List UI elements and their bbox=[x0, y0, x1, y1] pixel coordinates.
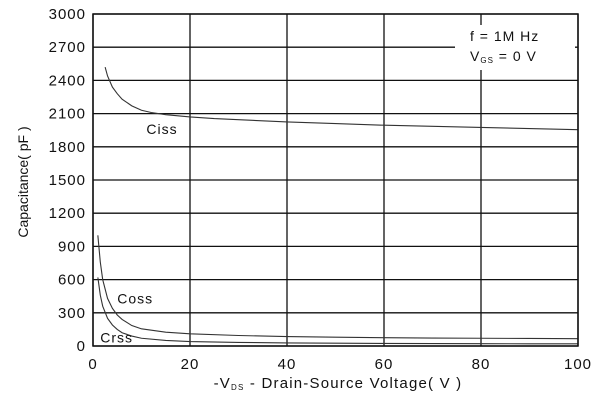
x-tick-label: 60 bbox=[375, 356, 394, 373]
plot-border bbox=[92, 13, 579, 347]
x-tick-label: 80 bbox=[472, 356, 491, 373]
series-coss-label: Coss bbox=[117, 290, 153, 306]
y-axis-label: Capacitance( pF ) bbox=[15, 126, 31, 237]
y-tick-label: 0 bbox=[77, 338, 86, 355]
y-tick-labels: 0 300 600 900 1200 1500 1800 2100 2400 2700 3000 bbox=[49, 6, 86, 355]
y-tick-label: 2400 bbox=[49, 72, 86, 89]
x-tick-label: 0 bbox=[88, 356, 97, 373]
y-tick-label: 1800 bbox=[49, 139, 86, 156]
data-series bbox=[97, 66, 579, 345]
x-tick-label: 20 bbox=[181, 356, 200, 373]
series-ciss-label: Ciss bbox=[146, 121, 177, 137]
x-axis-label: -VDS - Drain-Source Voltage( V ) bbox=[214, 375, 463, 392]
y-tick-label: 1200 bbox=[49, 205, 86, 222]
y-tick-label: 600 bbox=[58, 272, 86, 289]
y-tick-label: 900 bbox=[58, 238, 86, 255]
y-tick-label: 300 bbox=[58, 305, 86, 322]
y-tick-label: 2700 bbox=[49, 39, 86, 56]
series-crss-line bbox=[97, 277, 578, 345]
x-tick-labels: 0 20 40 60 80 100 bbox=[88, 356, 592, 373]
x-tick-label: 100 bbox=[564, 356, 592, 373]
series-ciss-line bbox=[104, 66, 579, 131]
y-tick-label: 1500 bbox=[49, 172, 86, 189]
frequency-annotation: f = 1M Hz bbox=[470, 28, 539, 44]
plot-frame bbox=[92, 13, 579, 347]
y-tick-label: 3000 bbox=[49, 6, 86, 23]
series-coss-line bbox=[97, 235, 579, 340]
series-crss-label: Crss bbox=[100, 330, 133, 346]
x-tick-label: 40 bbox=[278, 356, 297, 373]
series-labels: Ciss Coss Crss bbox=[100, 121, 177, 346]
y-tick-label: 2100 bbox=[49, 106, 86, 123]
annotation-box bbox=[455, 25, 575, 70]
vgs-annotation: VGS = 0 V bbox=[470, 48, 537, 65]
